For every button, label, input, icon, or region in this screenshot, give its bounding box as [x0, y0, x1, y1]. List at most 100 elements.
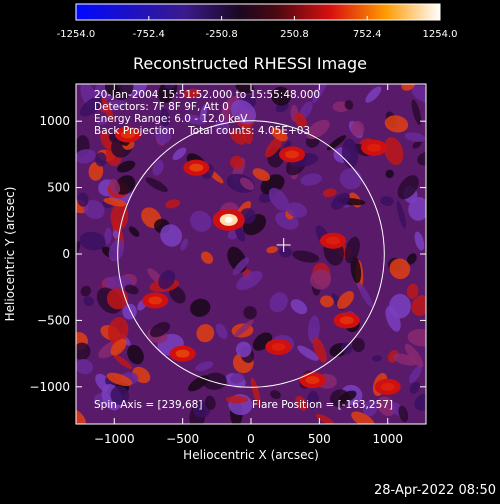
texture-blob [331, 192, 350, 210]
peak-core [120, 130, 135, 139]
texture-blob [230, 129, 246, 145]
peak-core [339, 316, 354, 325]
texture-blob [110, 338, 127, 356]
texture-blob [337, 291, 354, 309]
texture-blob [299, 101, 313, 119]
texture-blob [76, 342, 91, 360]
texture-blob [339, 168, 363, 190]
flare-position-label: Flare Position = [-163,257] [252, 399, 393, 411]
texture-blob [315, 414, 334, 424]
texture-blob [104, 227, 112, 245]
texture-blob [149, 321, 171, 338]
texture-blob [411, 85, 426, 104]
texture-blob [110, 203, 129, 230]
texture-blob [239, 177, 255, 191]
texture-blob [200, 251, 214, 264]
peak-core [380, 382, 395, 391]
texture-blob [344, 100, 354, 110]
texture-blob [306, 119, 330, 140]
texture-blob [187, 375, 210, 392]
texture-blob [411, 99, 422, 125]
annotation-block: 20-Jan-2004 15:51:52.000 to 15:55:48.000… [94, 89, 320, 137]
texture-blob [326, 135, 347, 151]
texture-blob [362, 400, 378, 417]
y-axis-label: Heliocentric Y (arcsec) [3, 187, 17, 322]
texture-blob [350, 255, 362, 284]
texture-blob [404, 343, 424, 368]
texture-blob [292, 250, 320, 263]
texture-blob [102, 276, 132, 290]
texture-blob [308, 315, 320, 344]
colorbar: -1254.0 -752.4 -250.8 250.8 752.4 1254.0 [57, 3, 458, 40]
texture-blob [344, 236, 360, 264]
chart-title: Reconstructed RHESSI Image [133, 54, 367, 73]
texture-blob [196, 324, 215, 343]
texture-blob [279, 246, 292, 258]
texture-blob [384, 137, 404, 166]
texture-blob [392, 353, 417, 366]
texture-blob [250, 377, 261, 406]
texture-blob [214, 118, 230, 134]
texture-blob [88, 161, 104, 181]
texture-blob [104, 84, 121, 98]
peak-max [224, 216, 233, 223]
texture-blob [113, 354, 133, 369]
x-axis: −1000 −500 0 500 1000 [94, 84, 403, 446]
texture-blob [215, 323, 228, 339]
texture-blob [397, 175, 419, 200]
colorbar-tick-label: 1254.0 [423, 29, 458, 40]
texture-blob [389, 293, 411, 319]
peak-core [148, 296, 163, 305]
y-tick-label: −500 [37, 313, 70, 327]
texture-blob [407, 329, 426, 347]
annotation-time-range: 20-Jan-2004 15:51:52.000 to 15:55:48.000 [94, 89, 320, 101]
x-axis-label: Heliocentric X (arcsec) [183, 448, 319, 462]
texture-blob [306, 391, 319, 409]
texture-blob [357, 282, 373, 308]
texture-blob [414, 231, 425, 251]
texture-blob [110, 386, 130, 405]
y-tick-label: −1000 [29, 380, 70, 394]
texture-blob [409, 366, 422, 384]
texture-blob [396, 200, 407, 229]
texture-blob [100, 130, 112, 149]
texture-blob [290, 299, 308, 315]
x-tick-label: −1000 [94, 432, 135, 446]
texture-blob [128, 226, 140, 237]
texture-blob [414, 393, 426, 411]
texture-blob [106, 288, 129, 310]
texture-blob [190, 210, 212, 232]
texture-blob [190, 298, 211, 317]
texture-blob [160, 224, 183, 247]
texture-blob [79, 231, 106, 251]
y-tick-label: 0 [62, 247, 70, 261]
texture-blob [109, 178, 121, 194]
peak-core [175, 349, 190, 358]
texture-blob [145, 177, 168, 192]
texture-blob [76, 149, 96, 164]
texture-blob [96, 117, 109, 126]
peak-core [326, 236, 341, 245]
peak-core [189, 163, 204, 172]
texture-blob [417, 152, 426, 166]
intensity-peaks [114, 126, 401, 395]
y-tick-label: 1000 [39, 114, 70, 128]
texture-blob [271, 86, 291, 106]
texture-blob [232, 257, 250, 275]
texture-blob [103, 197, 127, 207]
x-tick-label: 1000 [372, 432, 403, 446]
texture-blob [351, 337, 365, 353]
texture-blob [158, 270, 176, 290]
texture-blob [160, 108, 170, 127]
texture-blob [268, 187, 290, 212]
texture-blob [76, 359, 94, 375]
texture-blob [76, 241, 81, 259]
texture-blob [230, 99, 257, 125]
texture-blob [235, 341, 252, 358]
texture-blob [127, 344, 144, 365]
texture-blob [295, 395, 308, 411]
texture-blob [235, 226, 246, 242]
texture-blob [252, 168, 271, 181]
x-tick-label: 500 [308, 432, 331, 446]
